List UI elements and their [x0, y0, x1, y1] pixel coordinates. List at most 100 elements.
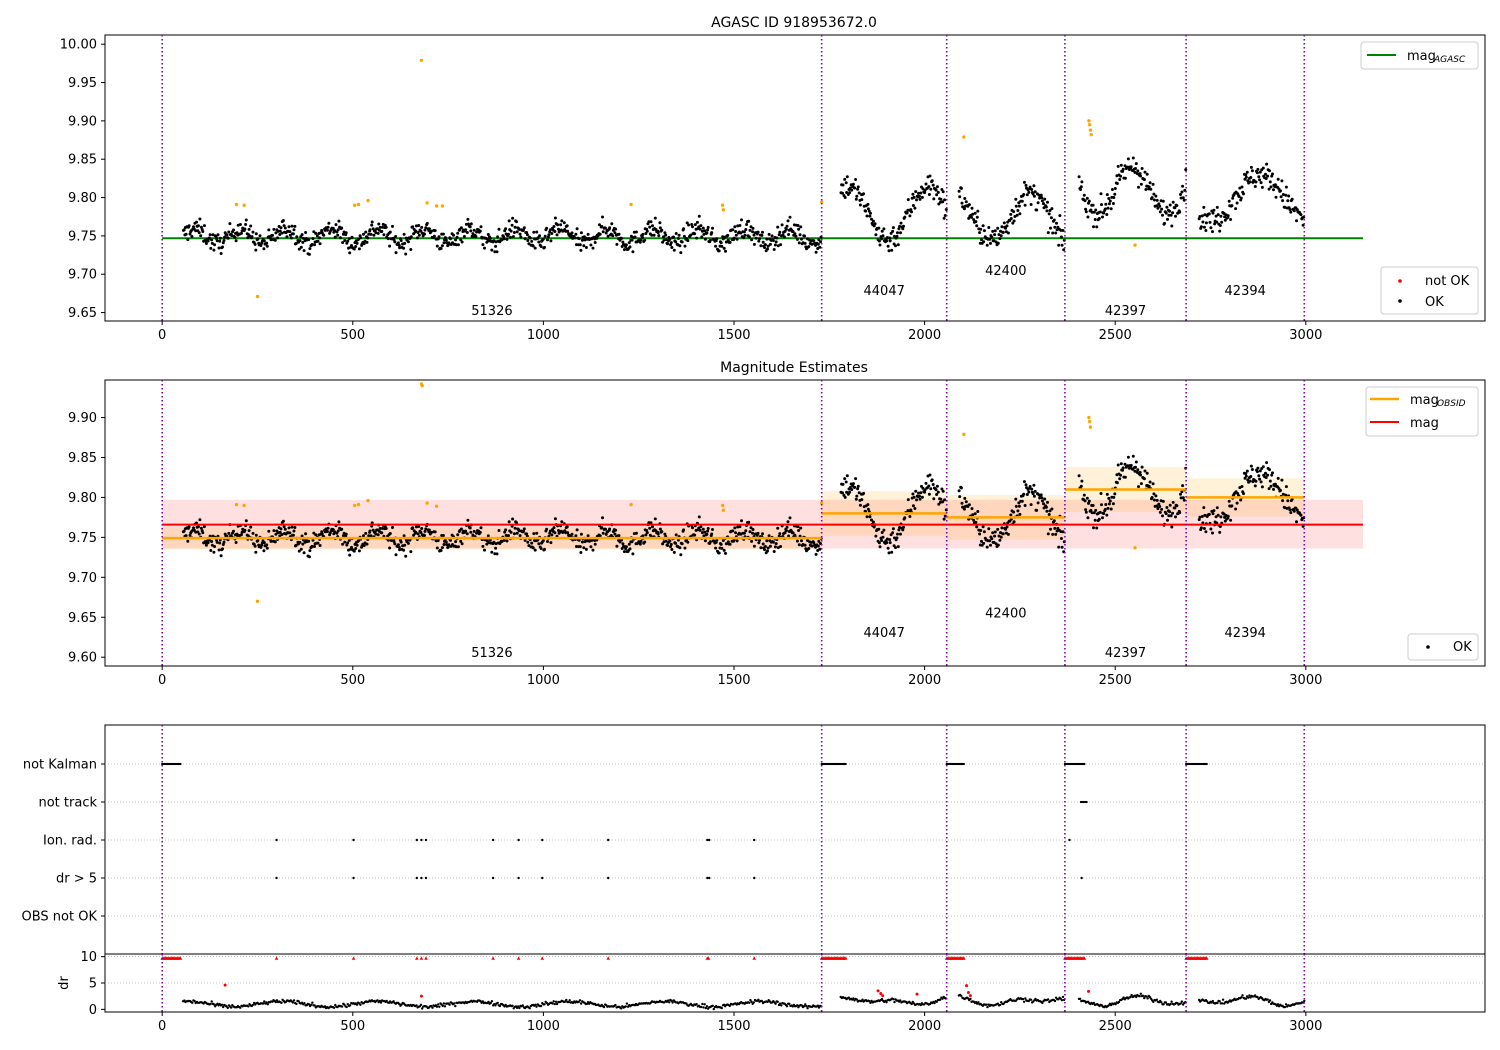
ok-point: [1093, 518, 1097, 522]
ok-point: [427, 528, 431, 532]
ok-point: [1036, 501, 1040, 505]
ok-point: [1264, 476, 1268, 479]
ok-point: [233, 236, 237, 239]
ok-point: [313, 243, 316, 247]
ok-point: [1020, 499, 1024, 503]
ok-point: [259, 545, 263, 549]
ok-point: [1112, 495, 1116, 499]
ok-point: [423, 529, 427, 533]
ok-point: [761, 230, 764, 234]
ok-point: [934, 488, 938, 492]
ok-point: [553, 517, 557, 521]
ok-point: [362, 544, 366, 547]
ok-point: [184, 534, 188, 538]
ok-point: [1227, 199, 1231, 203]
ok-point: [465, 532, 469, 536]
ok-point: [674, 240, 678, 244]
ok-point: [283, 527, 287, 531]
ok-point: [669, 542, 673, 546]
ok-point: [543, 245, 546, 249]
ok-point: [862, 192, 866, 196]
ok-point: [511, 216, 515, 220]
ok-point: [195, 220, 198, 224]
ok-point: [771, 540, 775, 544]
dr-point: [1248, 994, 1251, 997]
ok-point: [207, 236, 211, 240]
ok-point: [1280, 478, 1284, 482]
dr-point: [933, 1001, 936, 1005]
ok-point: [1022, 193, 1026, 196]
ok-point: [711, 226, 714, 230]
ok-point: [1200, 214, 1204, 218]
ok-point: [648, 526, 652, 530]
ok-point: [459, 527, 463, 531]
flag-mark: [607, 876, 610, 880]
ok-point: [1254, 479, 1258, 483]
ok-point: [1080, 479, 1084, 483]
ok-point: [967, 503, 971, 507]
dr-red-point-3: [879, 992, 883, 996]
ok-point: [963, 496, 967, 500]
ok-point: [1053, 526, 1057, 530]
ok-point: [1116, 463, 1120, 467]
ok-point: [622, 550, 626, 554]
ok-point: [817, 539, 821, 543]
ok-point: [213, 545, 217, 548]
ok-point: [343, 239, 347, 242]
ok-point: [1079, 484, 1083, 488]
legend-label-ok: OK: [1425, 295, 1444, 310]
dr-point: [511, 1004, 514, 1007]
dr-point: [297, 1000, 300, 1003]
dr-point: [448, 1003, 451, 1006]
ok-point: [394, 235, 398, 238]
ok-point: [996, 543, 1000, 547]
ok-point: [1171, 500, 1175, 504]
ok-point: [851, 482, 855, 486]
ok-point: [672, 235, 675, 239]
ok-point: [469, 222, 473, 226]
ok-point: [860, 498, 864, 502]
dr-point: [704, 1006, 707, 1010]
ok-point: [751, 531, 755, 535]
ok-point: [365, 542, 369, 546]
ok-point: [246, 236, 250, 240]
dr-point: [209, 1002, 212, 1006]
legend-label-not-ok: not OK: [1425, 274, 1470, 289]
ok-point: [1271, 471, 1274, 475]
ok-point: [322, 233, 326, 237]
ok-point: [1050, 207, 1054, 211]
ok-point: [918, 497, 922, 501]
ok-point: [1012, 219, 1016, 223]
ok-point: [1279, 189, 1282, 193]
ok-point: [1119, 462, 1123, 466]
ok-point: [265, 244, 269, 248]
ok-point: [917, 191, 920, 195]
ok-point: [1006, 532, 1010, 536]
ok-point: [768, 242, 772, 246]
ok-point: [344, 231, 348, 235]
ok-point: [232, 529, 235, 533]
ok-point: [486, 233, 490, 236]
ok-point: [913, 507, 917, 510]
ok-point: [693, 533, 697, 537]
ok-point: [513, 225, 517, 229]
ok-point: [490, 248, 494, 252]
ok-point: [460, 240, 464, 244]
dr-red-marker: [516, 956, 521, 960]
ok-point: [940, 487, 944, 491]
ok-point: [1197, 518, 1201, 522]
ok-point: [885, 239, 889, 243]
ok-point: [1174, 515, 1177, 519]
dr-point: [778, 1002, 782, 1005]
ok-point: [660, 228, 664, 232]
ok-point: [1237, 195, 1241, 198]
ok-point: [854, 197, 858, 201]
ok-point: [396, 543, 400, 547]
ok-point: [1219, 515, 1223, 519]
flag-mark: [1083, 762, 1086, 766]
ok-point: [664, 233, 668, 237]
dr-point: [1117, 1000, 1121, 1004]
ok-point: [628, 245, 632, 249]
ok-point: [217, 246, 221, 250]
ok-point: [1029, 203, 1033, 206]
